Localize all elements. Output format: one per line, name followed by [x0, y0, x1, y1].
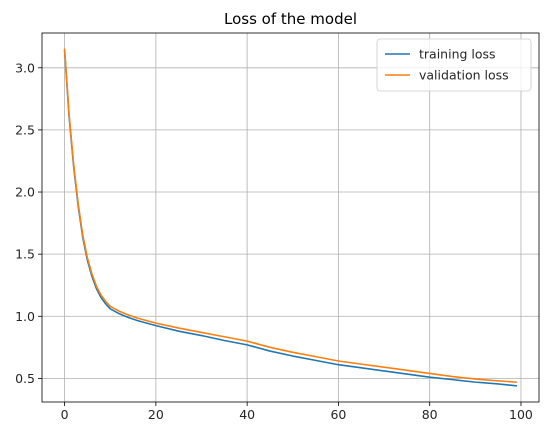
- x-tick-label: 40: [239, 407, 255, 422]
- x-tick-label: 20: [148, 407, 164, 422]
- y-tick-label: 2.5: [15, 122, 35, 137]
- y-tick-label: 1.5: [15, 247, 35, 262]
- series-line-training-loss: [63, 49, 518, 387]
- series-lines: [63, 48, 518, 387]
- y-tick-label: 3.0: [15, 60, 35, 75]
- x-tick-label: 80: [422, 407, 438, 422]
- chart-title: Loss of the model: [224, 10, 357, 28]
- x-tick-label: 100: [509, 407, 533, 422]
- legend: training loss validation loss: [376, 38, 532, 92]
- y-axis-ticks: 0.5 1.0 1.5 2.0 2.5 3.0: [15, 60, 42, 386]
- legend-label: validation loss: [419, 68, 509, 83]
- x-tick-label: 0: [61, 407, 69, 422]
- y-tick-label: 0.5: [15, 371, 35, 386]
- y-tick-label: 1.0: [15, 309, 35, 324]
- x-tick-label: 60: [330, 407, 346, 422]
- plot-area-frame: [41, 32, 540, 403]
- x-axis-ticks: 0 20 40 60 80 100: [61, 402, 533, 422]
- y-tick-label: 2.0: [15, 185, 35, 200]
- legend-label: training loss: [419, 47, 496, 62]
- series-line-validation-loss: [63, 48, 518, 383]
- grid: [42, 33, 539, 402]
- legend-box: [376, 38, 532, 92]
